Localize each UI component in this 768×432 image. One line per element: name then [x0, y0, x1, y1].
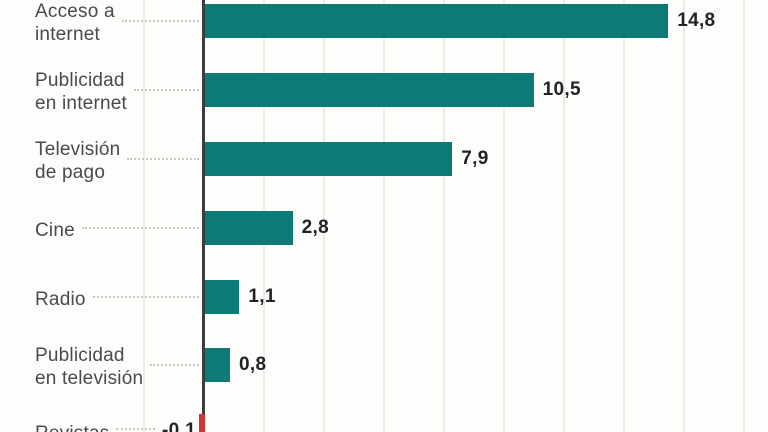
category-label-line: de pago: [35, 162, 106, 183]
gridline: [503, 0, 505, 432]
category-label-line: Cine: [35, 220, 75, 241]
category-label-line: Publicidad: [35, 345, 125, 366]
category-label-line: internet: [35, 24, 100, 45]
category-label: Radio: [35, 288, 86, 311]
gridline: [683, 0, 685, 432]
leader-line: [150, 364, 199, 366]
value-label: 10,5: [542, 79, 581, 100]
leader-line: [92, 296, 199, 298]
bar-negative: [198, 414, 205, 432]
gridline: [743, 0, 745, 432]
category-label-line: Revistas: [35, 422, 109, 432]
value-label: -0,1: [162, 420, 196, 432]
gridline: [383, 0, 385, 432]
leader-line: [127, 158, 199, 160]
baseline-axis: [202, 0, 205, 432]
category-label: Televisión de pago: [35, 138, 120, 184]
gridline: [443, 0, 445, 432]
leader-line: [116, 428, 156, 430]
leader-line: [121, 20, 199, 22]
leader-line: [81, 227, 199, 229]
gridline: [323, 0, 325, 432]
category-label-line: en internet: [35, 93, 127, 114]
category-label-line: Acceso a: [35, 1, 115, 22]
leader-line: [134, 89, 199, 91]
category-label: Publicidad en televisión: [35, 344, 143, 390]
gridline: [563, 0, 565, 432]
bar: [205, 211, 293, 245]
value-label: 2,8: [301, 217, 329, 238]
gridline: [143, 0, 145, 432]
category-label: Cine: [35, 219, 75, 242]
gridline: [623, 0, 625, 432]
category-label-line: en televisión: [35, 368, 144, 389]
bar: [205, 348, 231, 382]
bar: [205, 4, 669, 38]
bar: [205, 73, 534, 107]
value-label: 0,8: [239, 354, 267, 375]
category-label: Acceso a internet: [35, 0, 115, 46]
bar: [205, 280, 240, 314]
category-label-line: Televisión: [35, 139, 121, 160]
value-label: 7,9: [461, 148, 489, 169]
value-label: 14,8: [677, 10, 716, 31]
category-label: Revistas: [35, 422, 109, 432]
bar: [205, 142, 453, 176]
value-label: 1,1: [248, 286, 276, 307]
category-label-line: Publicidad: [35, 70, 125, 91]
category-label: Publicidad en internet: [35, 69, 127, 115]
category-label-line: Radio: [35, 289, 86, 310]
